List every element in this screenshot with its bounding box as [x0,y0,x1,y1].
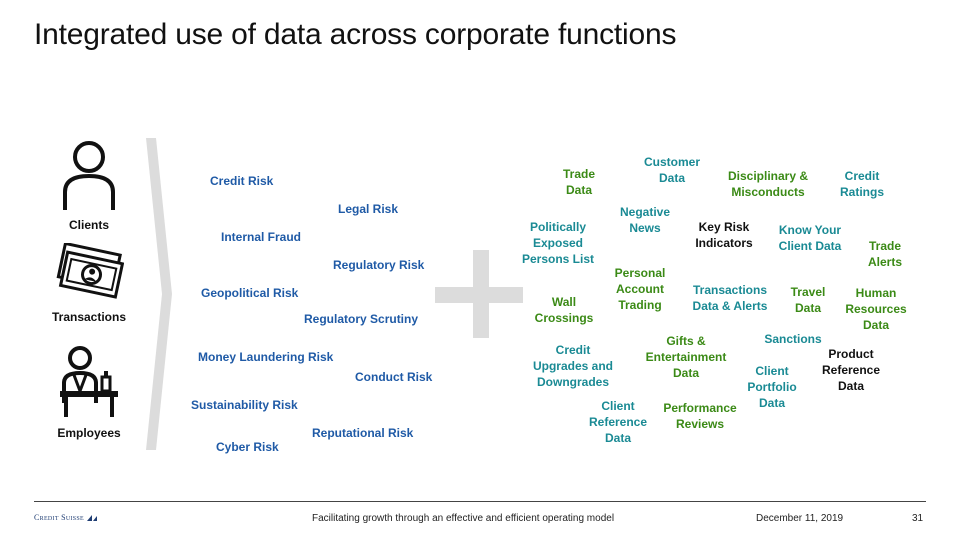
data-personal-account-trading: Personal Account Trading [614,266,666,312]
entity-label-transactions: Transactions [51,310,127,324]
data-credit-ratings: Credit Ratings [839,169,884,199]
data-kyc: Know Your Client Data [778,223,842,253]
data-negative-news: Negative News [619,205,671,235]
data-wall-crossings: Wall Crossings [534,295,594,325]
risk-money-laundering: Money Laundering Risk [198,350,334,364]
risk-cyber: Cyber Risk [216,440,279,454]
footer-date: December 11, 2019 [756,513,844,524]
entity-label-employees: Employees [57,426,121,440]
data-gifts-entertainment: Gifts & Entertainment Data [645,334,727,380]
sails-icon [87,514,98,521]
risk-credit: Credit Risk [210,174,274,188]
data-travel: Travel Data [790,285,826,315]
data-transactions-alerts: Transactions Data & Alerts [692,283,768,313]
credit-suisse-logo: Credit Suisse [34,513,98,522]
data-disciplinary-misconducts: Disciplinary & Misconducts [727,169,809,199]
data-client-reference: Client Reference Data [588,399,648,445]
data-customer-data: Customer Data [643,155,700,185]
page-title: Integrated use of data across corporate … [34,18,677,51]
risk-internal-fraud: Internal Fraud [221,230,302,244]
employee-icon [60,346,118,417]
data-sanctions: Sanctions [764,332,822,346]
risk-regulatory-scrutiny: Regulatory Scrutiny [304,312,419,326]
data-client-portfolio: Client Portfolio Data [747,364,797,410]
data-key-risk-indicators: Key Risk Indicators [695,220,753,250]
risk-geopolitical: Geopolitical Risk [201,286,299,300]
person-icon [63,141,115,210]
data-performance-reviews: Performance Reviews [663,401,737,431]
data-trade-alerts: Trade Alerts [867,239,902,269]
data-human-resources: Human Resources Data [845,286,907,332]
entity-label-clients: Clients [68,218,109,232]
chevron-separator [146,138,172,450]
risk-conduct: Conduct Risk [355,370,433,384]
data-pep-list: Politically Exposed Persons List [521,220,595,266]
footer-caption: Facilitating growth through an effective… [312,513,615,524]
data-trade-data: Trade Data [562,167,595,197]
page-number: 31 [912,513,924,524]
data-product-reference: Product Reference Data [821,347,881,393]
risk-legal: Legal Risk [338,202,399,216]
risk-sustainability: Sustainability Risk [191,398,298,412]
footer-divider [34,501,926,502]
logo-text: Credit Suisse [34,513,85,522]
risk-reputational: Reputational Risk [312,426,414,440]
plus-sign-vertical [473,250,489,338]
data-credit-upgrades: Credit Upgrades and Downgrades [532,343,613,389]
banknotes-icon [56,243,124,299]
risk-regulatory: Regulatory Risk [333,258,425,272]
